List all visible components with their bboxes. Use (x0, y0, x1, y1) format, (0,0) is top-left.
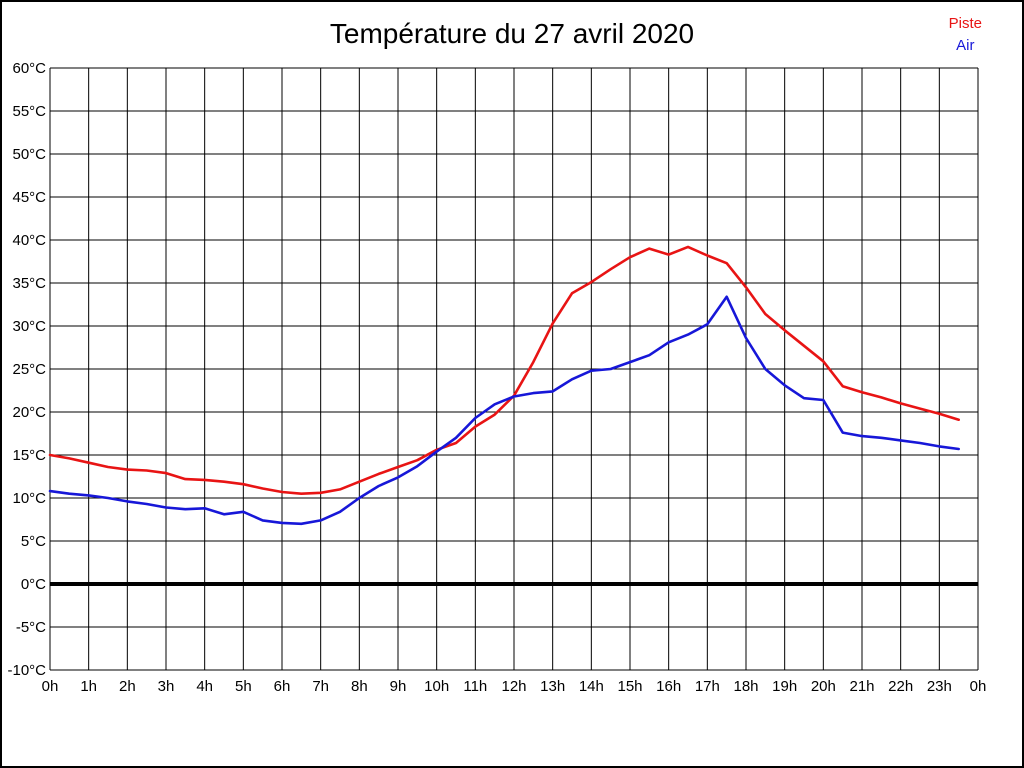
legend-item-piste: Piste (948, 15, 982, 32)
y-tick-label: 0°C (21, 576, 46, 593)
x-tick-label: 18h (733, 678, 758, 695)
x-tick-label: 0h (970, 678, 987, 695)
x-tick-label: 13h (540, 678, 565, 695)
y-tick-label: 10°C (12, 490, 46, 507)
y-tick-label: 50°C (12, 146, 46, 163)
x-tick-label: 1h (80, 678, 97, 695)
y-tick-label: 5°C (21, 533, 46, 550)
y-tick-label: 35°C (12, 275, 46, 292)
y-tick-label: 60°C (12, 60, 46, 77)
y-tick-label: 15°C (12, 447, 46, 464)
x-tick-label: 21h (849, 678, 874, 695)
x-tick-label: 8h (351, 678, 368, 695)
x-tick-label: 15h (617, 678, 642, 695)
legend: Piste Air (949, 13, 982, 57)
x-tick-label: 2h (119, 678, 136, 695)
x-tick-label: 19h (772, 678, 797, 695)
series-line-piste (48, 245, 961, 496)
x-tick-label: 12h (501, 678, 526, 695)
y-tick-label: -5°C (16, 619, 46, 636)
y-tick-label: 25°C (12, 361, 46, 378)
y-tick-label: 40°C (12, 232, 46, 249)
x-tick-label: 16h (656, 678, 681, 695)
x-tick-label: 9h (390, 678, 407, 695)
y-tick-label: -10°C (7, 662, 46, 679)
y-tick-label: 45°C (12, 189, 46, 206)
x-tick-label: 22h (888, 678, 913, 695)
x-tick-label: 3h (158, 678, 175, 695)
x-tick-label: 20h (811, 678, 836, 695)
y-tick-label: 30°C (12, 318, 46, 335)
y-tick-label: 20°C (12, 404, 46, 421)
x-tick-label: 0h (42, 678, 59, 695)
x-tick-label: 5h (235, 678, 252, 695)
x-tick-label: 17h (695, 678, 720, 695)
x-tick-label: 4h (196, 678, 213, 695)
x-tick-label: 10h (424, 678, 449, 695)
x-tick-label: 11h (463, 678, 487, 695)
y-tick-label: 55°C (12, 103, 46, 120)
x-tick-label: 7h (312, 678, 329, 695)
legend-item-air: Air (956, 37, 975, 54)
x-tick-label: 14h (579, 678, 604, 695)
x-tick-label: 6h (274, 678, 291, 695)
chart-title: Température du 27 avril 2020 (329, 18, 695, 49)
series-line-air (48, 295, 961, 526)
x-tick-label: 23h (927, 678, 952, 695)
